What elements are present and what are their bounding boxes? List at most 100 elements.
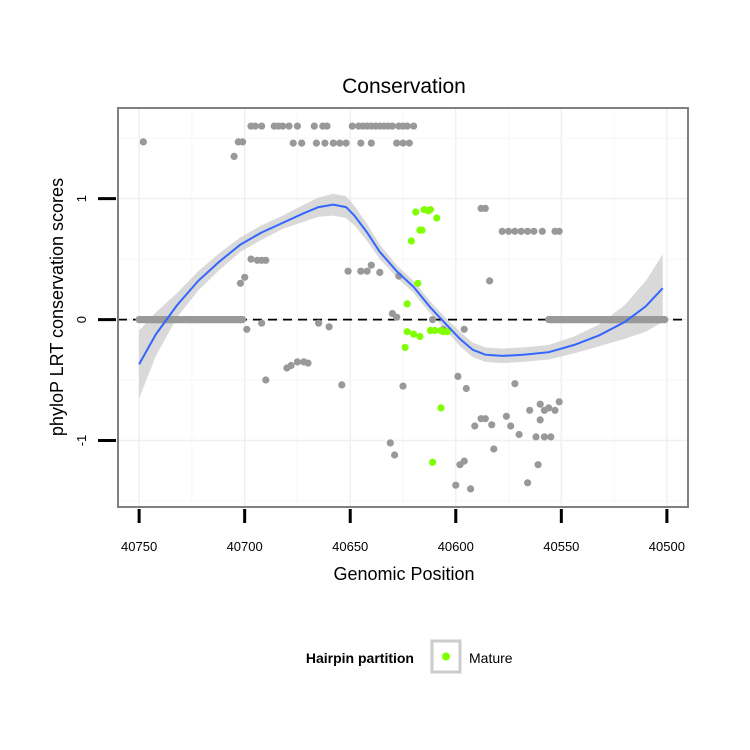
- data-point: [524, 227, 532, 235]
- mature-data-point: [403, 300, 411, 308]
- data-point: [293, 358, 301, 366]
- legend: Hairpin partition Mature: [306, 639, 513, 674]
- data-point: [338, 381, 346, 389]
- x-axis-title: Genomic Position: [333, 564, 474, 584]
- x-tick-label: 40550: [543, 539, 579, 554]
- mature-data-point: [401, 343, 409, 351]
- data-point: [289, 139, 297, 147]
- data-point: [243, 325, 251, 333]
- data-point: [471, 422, 479, 430]
- data-point: [534, 461, 542, 469]
- x-tick-label: 40650: [332, 539, 368, 554]
- legend-label-mature: Mature: [469, 650, 513, 666]
- y-axis-ticks: -1 0 1: [74, 195, 116, 446]
- confidence-ribbon: [139, 193, 663, 399]
- data-point: [477, 415, 485, 423]
- data-point: [258, 319, 266, 327]
- data-point: [555, 227, 563, 235]
- mature-points: [401, 206, 451, 466]
- data-point: [405, 139, 413, 147]
- data-point: [391, 451, 399, 459]
- data-point: [511, 380, 519, 388]
- data-point: [536, 400, 544, 408]
- data-point: [241, 273, 249, 281]
- data-point: [363, 267, 371, 275]
- data-point: [315, 319, 323, 327]
- data-point: [540, 433, 549, 441]
- data-point: [258, 122, 266, 130]
- data-point: [262, 376, 270, 384]
- data-point: [530, 227, 538, 235]
- mature-data-point: [420, 206, 428, 214]
- data-point: [551, 406, 559, 414]
- data-point: [526, 406, 534, 414]
- mature-data-point: [426, 206, 434, 214]
- data-point: [329, 139, 337, 147]
- data-point: [498, 227, 506, 235]
- data-point: [452, 481, 460, 489]
- data-point: [454, 372, 462, 380]
- data-point: [139, 138, 147, 146]
- data-point: [460, 457, 468, 465]
- data-point: [239, 138, 247, 146]
- panel-border: [117, 107, 689, 508]
- data-point: [399, 139, 407, 147]
- data-point: [348, 122, 356, 130]
- legend-title: Hairpin partition: [306, 650, 414, 666]
- data-point: [399, 382, 407, 390]
- y-axis-title: phyloP LRT conservation scores: [47, 178, 67, 436]
- mature-data-point: [412, 208, 420, 216]
- data-point: [357, 139, 365, 147]
- data-point: [486, 277, 494, 285]
- data-point: [547, 433, 555, 441]
- legend-key-mature-point: [442, 652, 450, 661]
- y-tick-label: 0: [74, 316, 89, 323]
- mature-data-point: [443, 328, 451, 336]
- data-point: [536, 416, 544, 424]
- mature-data-point: [414, 279, 422, 287]
- mature-data-point: [416, 332, 424, 341]
- mature-data-point: [410, 330, 418, 338]
- data-point: [321, 139, 329, 147]
- data-point: [507, 422, 515, 430]
- data-point: [230, 152, 238, 160]
- data-point: [505, 227, 513, 235]
- data-point: [251, 122, 259, 130]
- data-point: [524, 479, 532, 487]
- x-axis-ticks: 40750 40700 40650 40600 40550 40500: [121, 509, 685, 554]
- y-tick-label: -1: [74, 435, 89, 447]
- data-point: [312, 139, 320, 147]
- data-point: [545, 404, 553, 412]
- data-point: [393, 139, 401, 147]
- mature-data-point: [407, 237, 415, 245]
- data-point: [429, 316, 437, 324]
- data-point: [342, 139, 350, 147]
- data-point: [367, 261, 375, 269]
- data-point: [293, 122, 301, 130]
- data-point: [336, 139, 344, 147]
- data-point: [511, 227, 519, 235]
- data-point: [279, 122, 287, 130]
- data-point: [388, 122, 396, 130]
- mature-data-point: [403, 328, 411, 336]
- data-point: [410, 122, 418, 130]
- data-point: [481, 204, 489, 212]
- mature-data-point: [429, 458, 437, 466]
- other-points: [135, 122, 669, 493]
- chart-title: Conservation: [342, 75, 466, 98]
- x-tick-label: 40750: [121, 539, 157, 554]
- data-point: [357, 267, 365, 275]
- data-point: [490, 445, 498, 453]
- data-point: [323, 122, 331, 130]
- data-point: [247, 255, 255, 263]
- data-point: [285, 122, 293, 130]
- data-point: [462, 384, 470, 393]
- plot-panel: [117, 107, 689, 508]
- x-tick-label: 40600: [438, 539, 474, 554]
- data-point: [236, 279, 244, 287]
- data-point: [367, 139, 375, 147]
- mature-data-point: [437, 404, 445, 412]
- data-point: [344, 267, 352, 275]
- data-point: [262, 256, 270, 264]
